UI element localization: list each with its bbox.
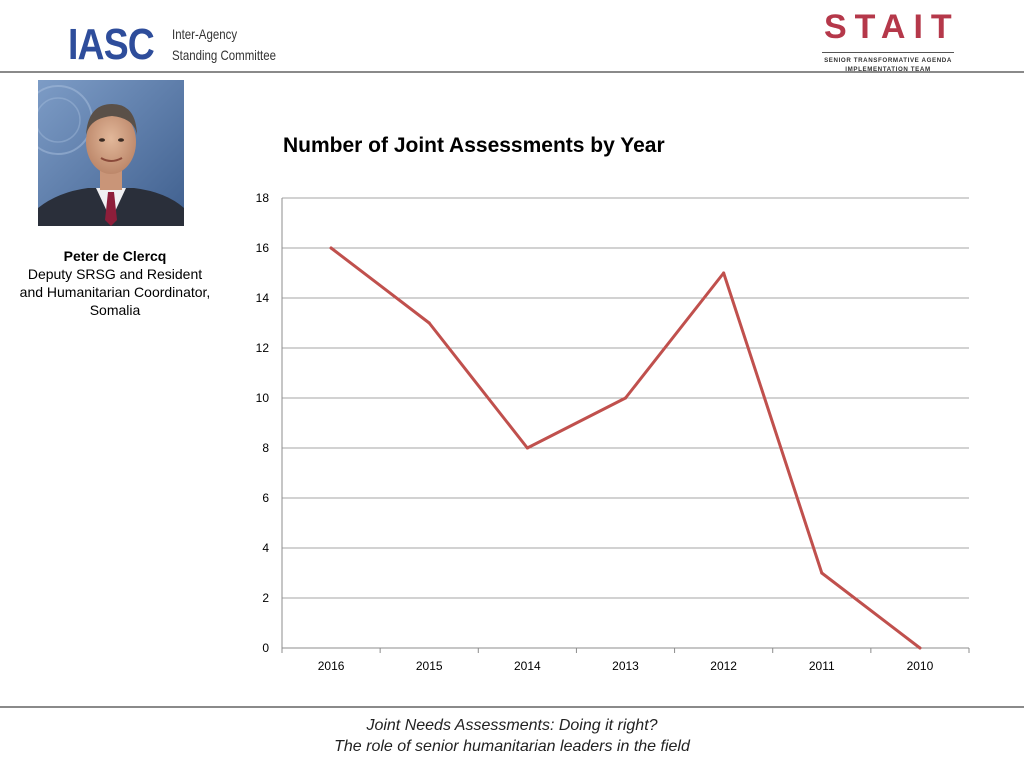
x-tick-label: 2011 — [809, 659, 835, 673]
profile-name: Peter de Clercq — [63, 248, 167, 264]
y-tick-label: 18 — [256, 191, 270, 205]
data-point — [525, 446, 529, 450]
y-tick-label: 6 — [262, 491, 269, 505]
y-tick-label: 14 — [256, 291, 270, 305]
x-tick-label: 2010 — [907, 659, 934, 673]
stait-logo-subtitle: SENIOR TRANSFORMATIVE AGENDA IMPLEMENTAT… — [818, 56, 958, 74]
x-tick-label: 2015 — [416, 659, 443, 673]
profile-caption: Peter de Clercq Deputy SRSG and Resident… — [5, 247, 225, 319]
x-tick-label: 2012 — [710, 659, 737, 673]
portrait-photo-icon — [38, 80, 184, 226]
x-tick-label: 2016 — [318, 659, 345, 673]
data-point — [427, 321, 431, 325]
y-tick-label: 12 — [256, 341, 270, 355]
stait-logo-mark: STAIT — [824, 8, 960, 46]
stait-logo-rule — [822, 52, 954, 53]
data-point — [722, 271, 726, 275]
iasc-logo-line1: Inter-Agency — [172, 26, 238, 42]
portrait-photo — [38, 80, 184, 226]
y-tick-label: 8 — [262, 441, 269, 455]
chart-title: Number of Joint Assessments by Year — [283, 134, 665, 157]
data-point — [820, 571, 824, 575]
y-tick-label: 16 — [256, 241, 270, 255]
stait-logo: STAIT SENIOR TRANSFORMATIVE AGENDA IMPLE… — [818, 8, 960, 74]
profile-role-line2: and Humanitarian Coordinator, — [19, 284, 211, 300]
profile-role-line1: Deputy SRSG and Resident — [27, 266, 203, 282]
x-tick-label: 2013 — [612, 659, 639, 673]
line-chart: 0 2 4 6 8 10 12 14 16 18 2016 2015 2014 2013 2012 2011 2… — [256, 191, 970, 673]
footer-line2: The role of senior humanitarian leaders … — [334, 738, 690, 755]
x-tick-label: 2014 — [514, 659, 541, 673]
stait-logo-line2: IMPLEMENTATION TEAM — [845, 66, 931, 73]
y-tick-label: 10 — [256, 391, 270, 405]
stait-logo-line1: SENIOR TRANSFORMATIVE AGENDA — [824, 57, 952, 64]
data-point — [624, 396, 627, 400]
data-point — [918, 646, 922, 650]
y-tick-label: 4 — [262, 541, 269, 555]
header-divider — [0, 71, 1024, 73]
footer-line1: Joint Needs Assessments: Doing it right? — [366, 717, 658, 734]
footer-divider — [0, 706, 1024, 708]
footer-text: Joint Needs Assessments: Doing it right?… — [0, 715, 1024, 757]
iasc-logo-text: Inter-Agency Standing Committee — [172, 24, 276, 66]
iasc-logo-line2: Standing Committee — [172, 47, 277, 63]
data-point — [329, 246, 333, 250]
y-tick-label: 2 — [262, 591, 269, 605]
y-tick-label: 0 — [262, 641, 269, 655]
profile-role-line3: Somalia — [89, 302, 141, 318]
iasc-logo-mark: IASC — [68, 20, 155, 69]
